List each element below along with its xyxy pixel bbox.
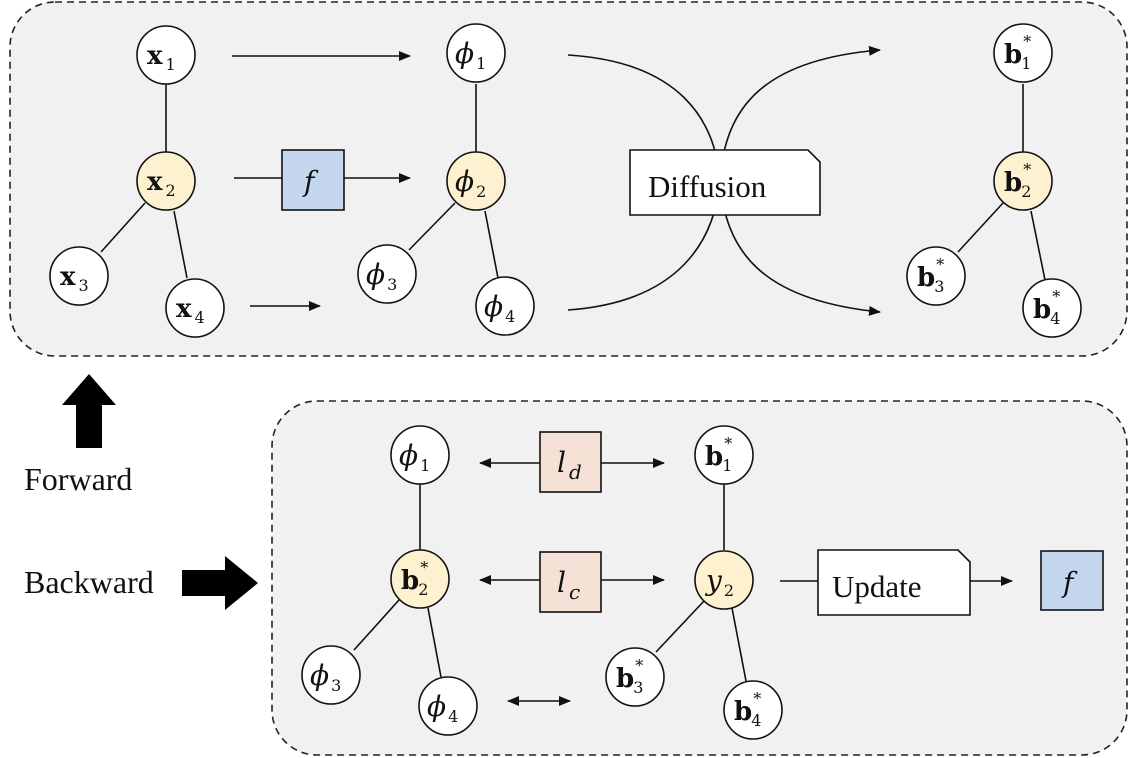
svg-text:b*1: b* 1 bbox=[1004, 32, 1031, 73]
edge-b2-phi3 bbox=[353, 599, 400, 651]
output-node-b3: b* 3 bbox=[906, 246, 966, 306]
diffusion-box bbox=[629, 149, 821, 216]
forward-arrow-icon bbox=[62, 374, 116, 448]
edge-b2-b4 bbox=[1030, 210, 1046, 281]
svg-text:ϕ1: ϕ1 bbox=[455, 37, 486, 73]
svg-text:b*3: b* 3 bbox=[917, 255, 944, 296]
svg-text:ϕ3: ϕ3 bbox=[366, 258, 397, 294]
svg-text:x1: x1 bbox=[147, 41, 176, 74]
svg-text:x3: x3 bbox=[60, 262, 89, 295]
svg-text:b*4: b* 4 bbox=[1033, 287, 1060, 328]
forward-label: Forward bbox=[24, 461, 132, 497]
svg-text:x2: x2 bbox=[147, 167, 176, 200]
edge-x2-x3 bbox=[100, 202, 146, 253]
svg-text:ϕ4: ϕ4 bbox=[427, 690, 458, 726]
update-box bbox=[817, 549, 971, 616]
backward-node-b2: b* 2 bbox=[390, 549, 450, 609]
legend: Forward Backward bbox=[24, 374, 258, 610]
forward-panel-frame bbox=[9, 1, 1128, 357]
updated-encoder-box-f bbox=[1040, 550, 1104, 611]
output-node-b1: b* 1 bbox=[993, 23, 1053, 83]
svg-text:b*4: b* 4 bbox=[734, 689, 761, 730]
edge-y2-b4 bbox=[731, 607, 747, 682]
svg-text:b*2: b* 2 bbox=[401, 558, 428, 599]
svg-text:ϕ3: ϕ3 bbox=[310, 659, 341, 695]
svg-text:x4: x4 bbox=[176, 294, 205, 327]
edge-y2-b3 bbox=[655, 600, 705, 653]
edge-phi2-phi3 bbox=[408, 202, 456, 251]
loss-box-ld bbox=[539, 431, 602, 493]
output-node-b4: b* 4 bbox=[1022, 278, 1082, 338]
edge-b2-b3 bbox=[957, 202, 1004, 253]
update-label: Update bbox=[832, 569, 922, 604]
svg-text:ϕ2: ϕ2 bbox=[455, 165, 486, 201]
svg-text:b*3: b* 3 bbox=[616, 656, 643, 697]
backward-node-b1: b* 1 bbox=[694, 425, 754, 485]
svg-text:b*2: b* 2 bbox=[1004, 160, 1031, 201]
encoder-box-f bbox=[281, 149, 345, 211]
svg-text:ϕ1: ϕ1 bbox=[399, 439, 430, 475]
svg-text:b*1: b* 1 bbox=[705, 434, 732, 475]
diffusion-label: Diffusion bbox=[648, 169, 767, 204]
backward-node-b4: b* 4 bbox=[723, 680, 783, 740]
svg-text:y2: y2 bbox=[704, 564, 734, 600]
output-node-b2: b* 2 bbox=[993, 151, 1053, 211]
backward-arrow-icon bbox=[182, 556, 258, 610]
edge-phi2-phi4 bbox=[484, 210, 499, 279]
backward-label: Backward bbox=[24, 564, 154, 600]
svg-text:ϕ4: ϕ4 bbox=[484, 290, 515, 326]
backward-node-b3: b* 3 bbox=[605, 647, 665, 707]
loss-box-lc bbox=[539, 551, 602, 613]
edge-x2-x4 bbox=[173, 210, 188, 279]
edge-b2-phi4 bbox=[427, 607, 442, 678]
